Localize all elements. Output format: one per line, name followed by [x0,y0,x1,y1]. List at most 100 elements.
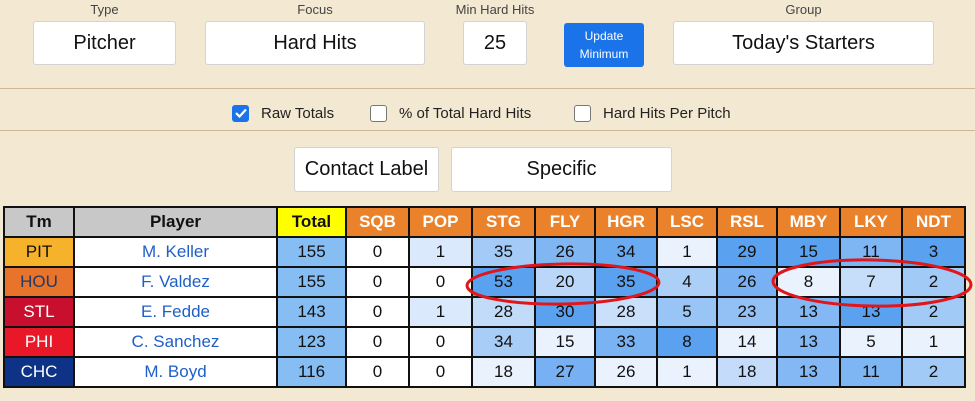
stat-cell-lky: 5 [839,326,903,358]
stat-cell-mby: 13 [776,326,841,358]
hard-hits-per-pitch-checkbox[interactable] [574,104,591,122]
stat-cell-sqb: 0 [345,326,410,358]
stat-cell-ndt: 1 [901,326,966,358]
stat-cell-pop: 0 [408,326,473,358]
total-cell: 123 [276,326,347,358]
player-link[interactable]: E. Fedde [73,296,278,328]
stat-cell-hgr: 34 [594,236,658,268]
table-body: PIT M. Keller 155 0 1 35 26 34 1 29 15 11 3 HOU F. Val… [3,236,966,388]
stat-cell-mby: 15 [776,236,841,268]
divider-bottom [0,130,975,131]
stat-cell-sqb: 0 [345,356,410,388]
pct-total-hard-hits-label: % of Total Hard Hits [399,104,532,122]
col-header-pop[interactable]: POP [408,206,473,238]
table-header-row: Tm Player Total SQB POP STG FLY HGR LSC … [3,206,966,238]
focus-select[interactable]: Hard Hits [205,21,425,65]
stat-cell-lsc: 1 [656,356,718,388]
min-hard-hits-input[interactable]: 25 [463,21,527,65]
group-select[interactable]: Today's Starters [673,21,934,65]
team-cell: PIT [3,236,75,268]
team-cell: CHC [3,356,75,388]
stat-cell-stg: 35 [471,236,536,268]
raw-totals-label: Raw Totals [261,104,335,122]
stat-cell-lsc: 1 [656,236,718,268]
table-row: PIT M. Keller 155 0 1 35 26 34 1 29 15 11 3 [3,236,966,268]
player-link[interactable]: M. Boyd [73,356,278,388]
col-header-tm[interactable]: Tm [3,206,75,238]
stat-cell-rsl: 29 [716,236,778,268]
option-pct-total-hard-hits[interactable]: % of Total Hard Hits [370,102,531,124]
hard-hits-per-pitch-label: Hard Hits Per Pitch [603,104,731,122]
red-circle-valdez-stg-fly-hgr [465,262,661,306]
col-header-fly[interactable]: FLY [534,206,596,238]
stat-cell-ndt: 2 [901,356,966,388]
stat-cell-pop: 1 [408,236,473,268]
table-row: CHC M. Boyd 116 0 0 18 27 26 1 18 13 11 2 [3,356,966,388]
total-cell: 155 [276,236,347,268]
option-raw-totals[interactable]: Raw Totals [232,102,334,124]
stat-cell-lsc: 5 [656,296,718,328]
stat-cell-rsl: 26 [716,266,778,298]
raw-totals-checkbox[interactable] [232,104,249,122]
table-row: PHI C. Sanchez 123 0 0 34 15 33 8 14 13 5 1 [3,326,966,358]
table-row: HOU F. Valdez 155 0 0 53 20 35 4 26 8 7 2 [3,266,966,298]
stat-cell-fly: 27 [534,356,596,388]
stat-cell-hgr: 33 [594,326,658,358]
stat-cell-lky: 11 [839,356,903,388]
check-icon [234,108,247,118]
col-header-ndt[interactable]: NDT [901,206,966,238]
col-header-sqb[interactable]: SQB [345,206,410,238]
contact-label-button[interactable]: Contact Label [294,147,439,192]
col-header-rsl[interactable]: RSL [716,206,778,238]
team-cell: PHI [3,326,75,358]
team-cell: STL [3,296,75,328]
total-cell: 143 [276,296,347,328]
contact-specific-select[interactable]: Specific [451,147,672,192]
stat-cell-rsl: 18 [716,356,778,388]
col-header-hgr[interactable]: HGR [594,206,658,238]
type-label: Type [90,2,119,17]
stat-cell-fly: 20 [534,266,596,298]
col-header-lky[interactable]: LKY [839,206,903,238]
stat-cell-mby: 13 [776,356,841,388]
team-cell: HOU [3,266,75,298]
red-circle-valdez-mby-lky-ndt [771,258,973,308]
focus-label: Focus [297,2,333,17]
stat-cell-pop: 0 [408,356,473,388]
stat-cell-lsc: 8 [656,326,718,358]
col-header-total[interactable]: Total [276,206,347,238]
col-header-lsc[interactable]: LSC [656,206,718,238]
type-select[interactable]: Pitcher [33,21,176,65]
total-cell: 116 [276,356,347,388]
stat-cell-mby: 13 [776,296,841,328]
stat-cell-sqb: 0 [345,296,410,328]
stat-cell-sqb: 0 [345,266,410,298]
col-header-player[interactable]: Player [73,206,278,238]
player-link[interactable]: M. Keller [73,236,278,268]
stat-cell-stg: 34 [471,326,536,358]
pct-total-hard-hits-checkbox[interactable] [370,104,387,122]
stat-cell-lky: 13 [839,296,903,328]
stat-cell-sqb: 0 [345,236,410,268]
stat-cell-pop: 1 [408,296,473,328]
player-link[interactable]: C. Sanchez [73,326,278,358]
stat-cell-rsl: 14 [716,326,778,358]
stat-cell-fly: 15 [534,326,596,358]
option-hard-hits-per-pitch[interactable]: Hard Hits Per Pitch [574,102,731,124]
update-button-line1: Update [584,29,624,43]
hard-hits-table: Tm Player Total SQB POP STG FLY HGR LSC … [3,206,966,388]
stat-cell-rsl: 23 [716,296,778,328]
stat-cell-pop: 0 [408,266,473,298]
stat-cell-lky: 7 [839,266,903,298]
col-header-mby[interactable]: MBY [776,206,841,238]
min-hard-hits-label: Min Hard Hits [455,2,535,17]
stat-cell-lky: 11 [839,236,903,268]
total-cell: 155 [276,266,347,298]
group-label: Group [785,2,822,17]
stat-cell-hgr: 26 [594,356,658,388]
update-minimum-button[interactable]: Update Minimum [564,23,644,67]
table-row: STL E. Fedde 143 0 1 28 30 28 5 23 13 13 2 [3,296,966,328]
col-header-stg[interactable]: STG [471,206,536,238]
player-link[interactable]: F. Valdez [73,266,278,298]
